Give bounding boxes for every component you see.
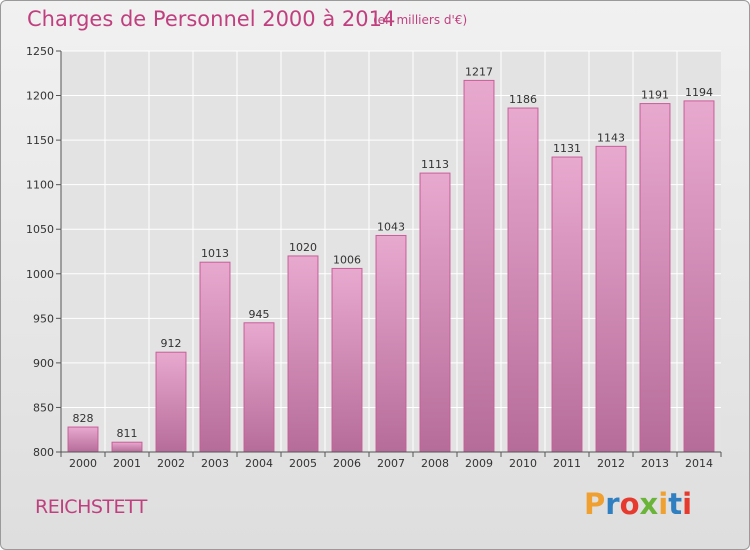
bars (67, 79, 715, 453)
commune-name: REICHSTETT (35, 496, 147, 518)
data-label: 1191 (641, 89, 669, 102)
x-tick-label: 2002 (157, 457, 185, 470)
y-tick-label: 1200 (26, 90, 54, 103)
x-tick-label: 2008 (421, 457, 449, 470)
logo-letter: o (619, 487, 640, 521)
logo-letter: r (605, 487, 620, 521)
bar (639, 103, 671, 453)
x-tick-label: 2009 (465, 457, 493, 470)
bar (155, 351, 187, 453)
data-label: 1020 (289, 241, 317, 254)
y-tick-label: 1050 (26, 223, 54, 236)
bar (419, 172, 451, 453)
data-labels: 828 811 912 1013 945 1020 1006 1043 1113 1217 1186… (73, 65, 714, 440)
bar (111, 441, 143, 453)
logo-letter: i (658, 487, 669, 521)
data-label: 1113 (421, 158, 449, 171)
logo-letter: i (682, 487, 693, 521)
x-tick-label: 2003 (201, 457, 229, 470)
data-label: 1131 (553, 142, 581, 155)
data-label: 1013 (201, 247, 229, 260)
bar (331, 267, 363, 453)
data-label: 912 (161, 337, 182, 350)
bar (463, 79, 495, 453)
chart-title: Charges de Personnel 2000 à 2014 (27, 7, 396, 31)
y-tick-label: 800 (33, 446, 54, 459)
axes: 800 850 900 950 1000 1050 1100 1150 1200 1250 2000… (26, 45, 722, 470)
data-label: 1217 (465, 65, 493, 78)
bar (243, 322, 275, 453)
x-tick-label: 2005 (289, 457, 317, 470)
data-label: 1006 (333, 253, 361, 266)
x-tick-label: 2001 (113, 457, 141, 470)
logo-letter: P (584, 487, 606, 521)
logo-letter: x (639, 487, 659, 521)
data-label: 828 (73, 412, 94, 425)
data-label: 811 (117, 427, 138, 440)
x-tick-label: 2007 (377, 457, 405, 470)
y-tick-label: 850 (33, 401, 54, 414)
x-tick-label: 2011 (553, 457, 581, 470)
data-label: 1043 (377, 220, 405, 233)
bar (683, 100, 715, 453)
y-tick-label: 950 (33, 312, 54, 325)
proxiti-logo[interactable]: Proxiti (584, 487, 692, 521)
x-tick-label: 2012 (597, 457, 625, 470)
x-tick-label: 2014 (685, 457, 713, 470)
y-tick-label: 1100 (26, 179, 54, 192)
bar (507, 107, 539, 453)
y-tick-label: 1000 (26, 268, 54, 281)
bar (595, 145, 627, 453)
data-label: 1194 (685, 86, 713, 99)
bar (67, 426, 99, 453)
x-tick-label: 2004 (245, 457, 273, 470)
bar (287, 255, 319, 453)
bar (199, 261, 231, 453)
y-tick-label: 1250 (26, 45, 54, 58)
bar (551, 156, 583, 453)
y-tick-label: 1150 (26, 134, 54, 147)
x-tick-label: 2000 (69, 457, 97, 470)
data-label: 1143 (597, 131, 625, 144)
data-label: 945 (249, 308, 270, 321)
data-label: 1186 (509, 93, 537, 106)
logo-letter: t (668, 487, 683, 521)
x-tick-label: 2013 (641, 457, 669, 470)
chart-subtitle: (en milliers d'€) (373, 13, 468, 27)
x-tick-label: 2006 (333, 457, 361, 470)
x-tick-label: 2010 (509, 457, 537, 470)
bar (375, 234, 407, 453)
y-tick-label: 900 (33, 357, 54, 370)
